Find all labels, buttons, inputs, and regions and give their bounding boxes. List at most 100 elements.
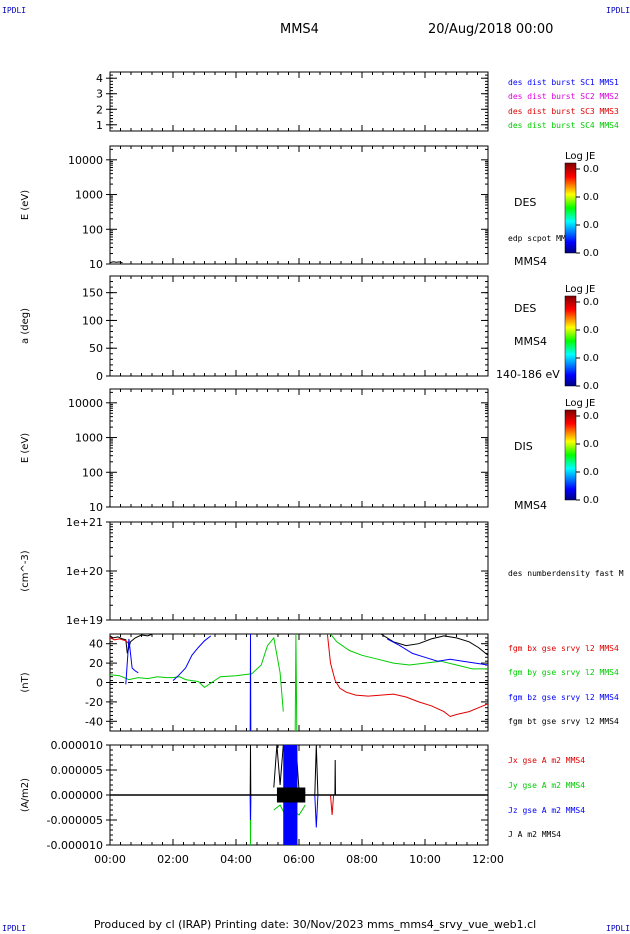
colorbar-tick-label: 0.0 <box>583 467 599 478</box>
y-axis-title: (nT) <box>20 672 31 692</box>
y-tick-label: 100 <box>82 314 103 327</box>
series-line <box>330 633 488 670</box>
colorbar-title: Log JE <box>565 151 595 162</box>
corner-label-top-left: IPDLI <box>2 6 27 15</box>
legend-label: des dist burst SC4 MMS4 <box>508 121 619 130</box>
series-line <box>109 636 284 712</box>
series-line <box>249 633 252 732</box>
y-axis-title: E (eV) <box>20 190 31 220</box>
panel-des_pitch: 0 50 100 150 a (deg) DES MMS4 140-186 eV <box>20 275 560 383</box>
colorbar-tick-label: 0.0 <box>583 164 599 175</box>
y-tick-label: 1000 <box>75 189 103 202</box>
series-Jx-gse-A-m2-MMS4 <box>330 794 335 816</box>
y-tick-label: 10000 <box>68 397 103 410</box>
footer-credit: Produced by cl (IRAP) Printing date: 30/… <box>93 918 537 931</box>
colorbar-gradient <box>564 295 577 387</box>
y-tick-label: 40 <box>89 638 103 651</box>
y-axis-title: (A/m2) <box>20 778 31 812</box>
y-tick-label: 1e+21 <box>66 516 103 529</box>
colorbar-tick-label: 0.0 <box>583 325 599 336</box>
colorbar-title: Log JE <box>565 398 595 409</box>
y-tick-label: -40 <box>85 715 103 728</box>
colorbar-3: Log JE 0.0 0.0 0.0 0.0 <box>564 398 599 506</box>
legend-label: Jx gse A m2 MMS4 <box>508 756 585 765</box>
y-tick-label: 0.000000 <box>51 789 104 802</box>
legend-label: des numberdensity fast M <box>508 569 624 578</box>
panel-frame <box>109 71 489 132</box>
series-line <box>125 638 139 685</box>
panel-burst: 1 2 3 4 des dist burst SC1 MMS1 des dist burs… <box>96 71 619 132</box>
y-tick-label: 1 <box>96 119 103 132</box>
series-line <box>314 744 319 796</box>
series-line <box>314 794 319 828</box>
colorbar-gradient <box>564 409 577 501</box>
side-label: DIS <box>514 440 533 453</box>
y-tick-label: -0.000005 <box>47 814 103 827</box>
corner-label-bottom-right: IPDLI <box>606 924 630 933</box>
y-tick-label: 0 <box>96 677 103 690</box>
colorbar-2: Log JE 0.0 0.0 0.0 0.0 <box>564 284 599 392</box>
series-line <box>326 633 489 718</box>
panel-dis_energy: 10 100 1000 10000 E (eV) DIS MMS4 <box>20 388 547 514</box>
y-tick-label: 1e+20 <box>66 565 103 578</box>
series-fgm-by-gse-srvy-l2-MMS4 <box>109 633 488 732</box>
legend-label: des dist burst SC2 MMS2 <box>508 92 619 101</box>
colorbar-tick-label: 0.0 <box>583 220 599 231</box>
series-line <box>380 633 489 656</box>
panel-fgm: -40 -20 0 20 40 (nT) fgm bx gse srvy l2 MMS4 fg… <box>20 633 619 732</box>
panel-frame <box>109 388 489 508</box>
corner-label-bottom-left: IPDLI <box>2 924 27 933</box>
colorbar-tick-label: 0.0 <box>583 381 599 392</box>
series-line <box>249 794 252 821</box>
colorbar-tick-label: 0.0 <box>583 297 599 308</box>
y-tick-label: 50 <box>89 342 103 355</box>
colorbar-tick-label: 0.0 <box>583 439 599 450</box>
colorbar-tick-label: 0.0 <box>583 495 599 506</box>
legend-label: fgm bz gse srvy l2 MMS4 <box>508 693 619 702</box>
series-line <box>109 637 130 645</box>
series-fgm-bz-gse-srvy-l2-MMS4 <box>125 633 489 732</box>
panel-frame <box>109 145 489 265</box>
y-tick-label: 10000 <box>68 154 103 167</box>
series-line <box>249 744 252 796</box>
series-line <box>172 635 212 681</box>
x-tick-label: 00:00 <box>94 853 126 866</box>
x-tick-label: 02:00 <box>157 853 189 866</box>
y-tick-label: 4 <box>96 72 103 85</box>
y-tick-label: 0.000010 <box>51 739 104 752</box>
y-tick-label: 1e+19 <box>66 614 103 627</box>
legend-label: fgm bx gse srvy l2 MMS4 <box>508 644 619 653</box>
x-tick-label: 06:00 <box>283 853 315 866</box>
colorbar-title: Log JE <box>565 284 595 295</box>
panel-density: 1e+19 1e+20 1e+21 (cm^-3) des numberdensity … <box>20 516 624 627</box>
y-axis-title: E (eV) <box>20 433 31 463</box>
series-line <box>386 638 489 666</box>
side-label: MMS4 <box>514 335 547 348</box>
legend-label: des dist burst SC3 MMS3 <box>508 107 619 116</box>
colorbar-gradient <box>564 162 577 254</box>
y-tick-label: -0.000010 <box>47 839 103 852</box>
legend-label: des dist burst SC1 MMS1 <box>508 78 619 87</box>
legend-label: Jy gse A m2 MMS4 <box>508 781 585 790</box>
side-label: MMS4 <box>514 499 547 512</box>
series-fgm-bx-gse-srvy-l2-MMS4 <box>109 633 489 718</box>
x-tick-label: 08:00 <box>346 853 378 866</box>
series-line <box>334 759 336 796</box>
series-line <box>109 633 153 654</box>
x-tick-label: 04:00 <box>220 853 252 866</box>
y-axis-title: a (deg) <box>20 308 31 344</box>
side-label: DES <box>514 196 536 209</box>
y-tick-label: 100 <box>82 466 103 479</box>
legend-label: fgm by gse srvy l2 MMS4 <box>508 668 619 677</box>
series-line <box>294 633 298 732</box>
panel-frame <box>109 521 489 621</box>
panel-frame <box>109 275 489 377</box>
series-Jz-gse-A-m2-MMS4 <box>249 794 319 828</box>
scpot-trace <box>109 261 123 264</box>
spacecraft-title: MMS4 <box>280 22 319 37</box>
y-tick-label: 10 <box>89 501 103 514</box>
y-tick-label: 1000 <box>75 432 103 445</box>
series-line <box>330 794 335 816</box>
colorbar-tick-label: 0.0 <box>583 192 599 203</box>
